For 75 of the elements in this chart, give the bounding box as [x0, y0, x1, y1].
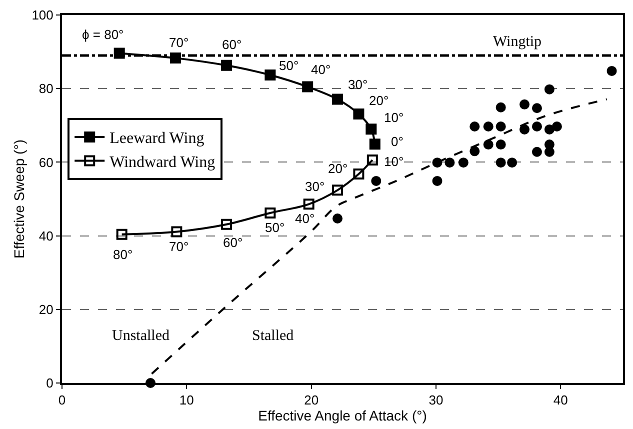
annotation: ϕ = 80°: [82, 27, 124, 42]
x-tick-label: 30: [428, 392, 444, 408]
y-tick-label: 60: [38, 154, 54, 170]
annotation: 70°: [169, 35, 189, 50]
point: [544, 124, 554, 134]
legend-label: Leeward Wing: [110, 130, 204, 148]
annotation: 30°: [348, 77, 368, 92]
point: [544, 84, 554, 94]
point: [520, 124, 530, 134]
point: [366, 124, 377, 135]
x-tick-label: 0: [58, 392, 66, 408]
point: [520, 99, 530, 110]
annotation: 40°: [295, 211, 315, 226]
point: [552, 122, 562, 132]
y-tick-label: 80: [38, 81, 54, 96]
point: [544, 146, 554, 157]
point: [332, 214, 343, 224]
annotation: 50°: [265, 220, 285, 235]
point: [353, 108, 364, 120]
annotation: 80°: [113, 247, 133, 262]
point: [221, 60, 232, 71]
point: [221, 218, 232, 230]
point: [432, 158, 442, 168]
point: [371, 176, 382, 186]
point: [507, 158, 518, 168]
point: [264, 69, 276, 80]
point: [532, 103, 542, 114]
annotation: 20°: [369, 93, 389, 108]
point: [496, 158, 506, 168]
point: [496, 140, 506, 150]
point: [264, 207, 276, 218]
point: [366, 154, 378, 166]
point: [606, 66, 617, 76]
point: [432, 176, 442, 186]
annotation: 20°: [328, 161, 348, 176]
annotation: 60°: [223, 235, 243, 250]
annotation: 30°: [305, 179, 325, 194]
annotation: 60°: [222, 37, 242, 52]
annotation: 50°: [279, 58, 299, 73]
y-tick-label: 0: [46, 376, 54, 391]
point: [332, 184, 344, 196]
point: [369, 138, 380, 150]
point: [116, 228, 128, 240]
x-tick-label: 10: [179, 392, 194, 408]
y-tick-label: 40: [38, 228, 54, 244]
annotation: 40°: [311, 62, 331, 77]
annotation: 0°: [391, 134, 404, 149]
point: [444, 158, 455, 168]
x-axis-title: Effective Angle of Attack (°): [258, 408, 427, 424]
x-tick-label: 20: [304, 392, 319, 408]
point: [470, 146, 480, 156]
y-axis-title: Effective Sweep (°): [10, 140, 27, 258]
point: [532, 146, 542, 157]
annotation: 70°: [169, 239, 189, 254]
point: [332, 94, 344, 105]
annotation: Unstalled: [112, 328, 170, 344]
point: [496, 102, 506, 112]
x-tick-label: 40: [553, 392, 568, 408]
y-tick-label: 100: [32, 8, 54, 23]
point: [458, 158, 468, 168]
point: [532, 122, 542, 132]
point: [483, 140, 494, 150]
annotation: Stalled: [252, 328, 294, 344]
annotation: 10°: [384, 110, 404, 125]
point: [483, 122, 494, 132]
point: [470, 122, 480, 132]
point: [302, 81, 314, 92]
ref-line-label: Wingtip: [493, 34, 542, 50]
point: [496, 122, 506, 132]
point: [353, 168, 364, 180]
y-tick-label: 20: [38, 302, 54, 317]
point: [171, 226, 182, 238]
legend-label: Windward Wing: [110, 154, 216, 171]
annotation: 10°: [384, 154, 404, 169]
point: [303, 198, 314, 210]
